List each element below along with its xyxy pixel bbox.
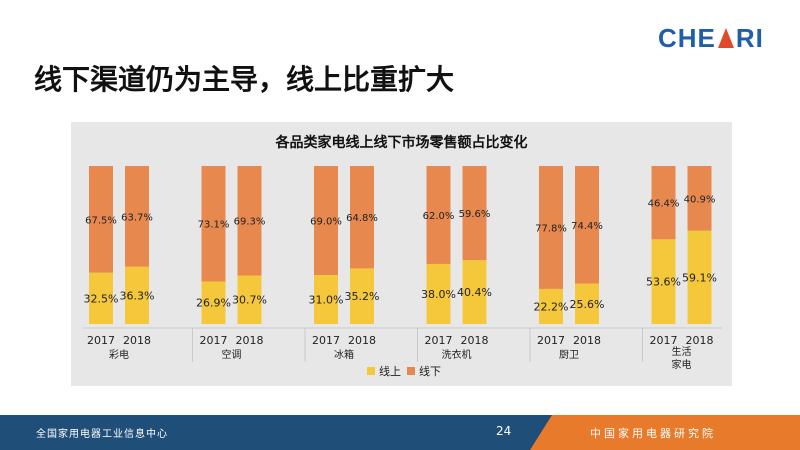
- bar-online-冰箱-2018: [350, 268, 374, 324]
- legend-swatch-offline: [407, 367, 415, 375]
- x-tick-year-洗衣机-2018: 2018: [461, 334, 489, 347]
- bar-offline-空调-2018: [237, 166, 262, 276]
- bar-online-洗衣机-2018: [462, 260, 487, 324]
- label-offline-彩电-2018: 63.7%: [121, 212, 153, 223]
- label-online-厨卫-2018: 25.6%: [570, 298, 605, 311]
- label-online-空调-2018: 30.7%: [232, 294, 267, 307]
- bar-offline-空调-2017: [201, 166, 226, 282]
- bar-offline-生活家电-2018: [687, 166, 712, 231]
- x-tick-year-冰箱-2018: 2018: [348, 334, 376, 347]
- label-online-厨卫-2017: 22.2%: [534, 300, 569, 313]
- slide-title: 线下渠道仍为主导，线上比重扩大: [34, 63, 455, 96]
- x-tick-year-彩电-2018: 2018: [123, 334, 151, 347]
- x-tick-year-空调-2018: 2018: [236, 334, 264, 347]
- bar-online-空调-2017: [201, 281, 226, 324]
- x-category-生活家电-line1: 生活: [672, 345, 692, 358]
- legend-label-offline: 线下: [419, 364, 441, 378]
- x-category-冰箱: 冰箱: [334, 348, 354, 361]
- bar-offline-彩电-2017: [89, 166, 113, 273]
- x-category-厨卫: 厨卫: [559, 349, 579, 361]
- label-offline-生活家电-2018: 40.9%: [684, 194, 716, 205]
- x-tick-year-生活家电-2017: 2017: [650, 334, 678, 347]
- label-online-彩电-2017: 32.5%: [84, 292, 119, 305]
- bar-online-洗衣机-2017: [426, 263, 451, 324]
- bar-offline-生活家电-2017: [651, 166, 676, 240]
- label-offline-冰箱-2018: 64.8%: [346, 213, 378, 224]
- x-category-洗衣机: 洗衣机: [442, 348, 472, 361]
- label-online-彩电-2018: 36.3%: [120, 289, 155, 302]
- label-online-洗衣机-2018: 40.4%: [457, 286, 492, 299]
- x-tick-year-厨卫-2018: 2018: [573, 334, 601, 347]
- label-online-生活家电-2018: 59.1%: [682, 271, 717, 284]
- bar-offline-洗衣机-2018: [462, 166, 487, 261]
- x-category-空调: 空调: [222, 348, 242, 361]
- label-online-生活家电-2017: 53.6%: [646, 276, 681, 289]
- label-offline-空调-2018: 69.3%: [234, 217, 266, 228]
- chart-title: 各品类家电线上线下市场零售额占比变化: [275, 135, 528, 151]
- chart-panel: 各品类家电线上线下市场零售额占比变化 32.5% 67.5% 2017 36.3% 63…: [71, 122, 732, 386]
- bar-online-彩电-2018: [125, 266, 149, 324]
- label-offline-冰箱-2017: 69.0%: [310, 217, 342, 228]
- bar-online-生活家电-2017: [651, 239, 676, 324]
- label-online-空调-2017: 26.9%: [196, 297, 231, 310]
- x-tick-year-彩电-2017: 2017: [87, 334, 115, 347]
- legend-swatch-online: [367, 367, 375, 375]
- bar-online-冰箱-2017: [314, 275, 338, 324]
- logo-text-left: CHE: [658, 22, 716, 53]
- bar-offline-彩电-2018: [125, 166, 149, 267]
- x-category-彩电: 彩电: [109, 348, 129, 361]
- label-offline-洗衣机-2018: 59.6%: [459, 209, 491, 220]
- label-online-洗衣机-2017: 38.0%: [421, 288, 456, 301]
- cheari-logo: CHE RI: [658, 22, 764, 53]
- bar-online-厨卫-2018: [575, 283, 599, 324]
- label-online-冰箱-2017: 31.0%: [309, 294, 344, 307]
- footer-institute-name: 中国家用电器研究院: [590, 427, 716, 440]
- bar-offline-冰箱-2017: [314, 166, 338, 276]
- bar-online-彩电-2017: [89, 272, 113, 324]
- label-offline-生活家电-2017: 46.4%: [648, 199, 680, 210]
- logo-text-right: RI: [735, 22, 764, 53]
- bar-offline-厨卫-2017: [539, 166, 563, 289]
- x-tick-year-生活家电-2018: 2018: [686, 334, 714, 347]
- logo-triangle-icon: [717, 28, 734, 48]
- page-number: 24: [496, 424, 512, 438]
- stacked-bar-chart: 32.5%67.5%201736.3%63.7%2018彩电26.9%73.1%…: [83, 166, 722, 378]
- bar-online-生活家电-2018: [687, 230, 712, 324]
- label-offline-彩电-2017: 67.5%: [85, 215, 117, 226]
- bar-offline-厨卫-2018: [575, 166, 599, 284]
- x-tick-year-厨卫-2017: 2017: [537, 334, 565, 347]
- label-offline-洗衣机-2017: 62.0%: [423, 211, 455, 222]
- label-online-冰箱-2018: 35.2%: [345, 290, 380, 303]
- label-offline-厨卫-2017: 77.8%: [535, 223, 567, 234]
- x-tick-year-洗衣机-2017: 2017: [425, 334, 453, 347]
- label-offline-空调-2017: 73.1%: [198, 220, 230, 231]
- label-offline-厨卫-2018: 74.4%: [571, 221, 603, 232]
- legend-label-online: 线上: [379, 364, 401, 378]
- bar-offline-冰箱-2018: [350, 166, 374, 269]
- bar-online-空调-2018: [237, 275, 262, 324]
- x-tick-year-空调-2017: 2017: [200, 334, 228, 347]
- x-tick-year-冰箱-2017: 2017: [312, 334, 340, 347]
- bar-online-厨卫-2017: [539, 288, 563, 324]
- bar-offline-洗衣机-2017: [426, 166, 451, 264]
- footer-org-name: 全国家用电器工业信息中心: [36, 429, 168, 440]
- footer-bar: 全国家用电器工业信息中心 24 中国家用电器研究院: [0, 415, 800, 450]
- footer-accent: [530, 415, 800, 450]
- x-category-生活家电-line2: 家电: [672, 358, 692, 371]
